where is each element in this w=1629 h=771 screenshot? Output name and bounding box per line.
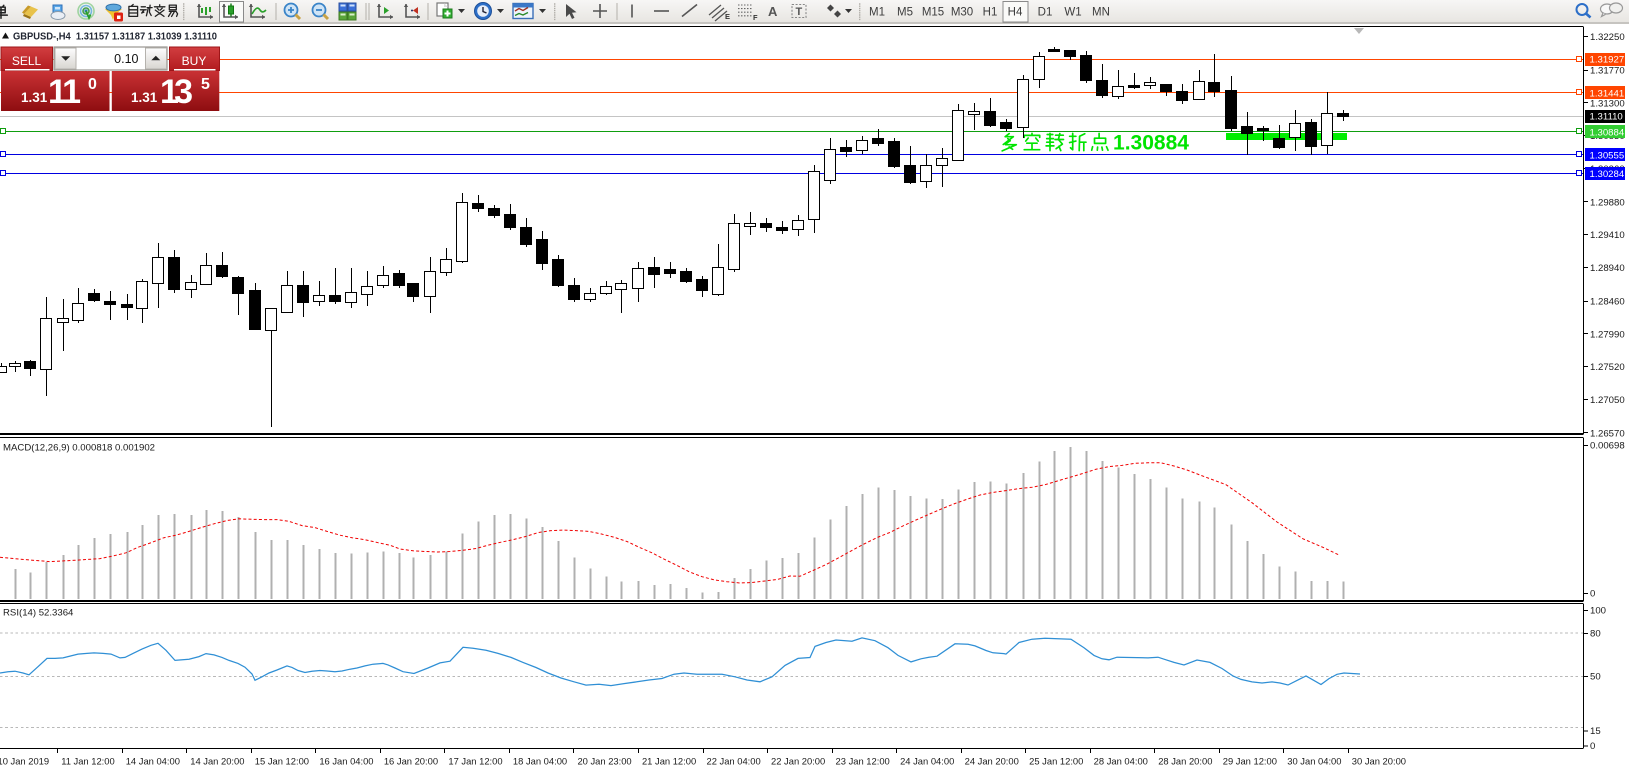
svg-text:1.27520: 1.27520 [1590, 362, 1625, 373]
svg-text:H4: H4 [1008, 7, 1023, 19]
svg-text:MN: MN [1092, 7, 1110, 19]
svg-text:5: 5 [201, 76, 210, 93]
svg-text:22 Jan 04:00: 22 Jan 04:00 [707, 756, 761, 767]
svg-text:29 Jan 12:00: 29 Jan 12:00 [1223, 756, 1277, 767]
svg-text:1.29410: 1.29410 [1590, 230, 1625, 241]
svg-text:D1: D1 [1038, 7, 1053, 19]
svg-text:1.31110: 1.31110 [1590, 112, 1623, 123]
svg-text:0.00698: 0.00698 [1590, 441, 1625, 452]
svg-text:15: 15 [1590, 726, 1601, 737]
svg-text:GBPUSD-,H4 1.31157 1.31187 1.: GBPUSD-,H4 1.31157 1.31187 1.31039 1.311… [13, 32, 218, 43]
svg-text:22 Jan 20:00: 22 Jan 20:00 [771, 756, 825, 767]
svg-text:1.29880: 1.29880 [1590, 197, 1625, 208]
svg-text:50: 50 [1590, 672, 1601, 683]
svg-text:0: 0 [1590, 589, 1595, 600]
svg-text:1.30555: 1.30555 [1590, 150, 1625, 161]
svg-text:M30: M30 [951, 7, 973, 19]
svg-text:M5: M5 [897, 7, 913, 19]
svg-text:80: 80 [1590, 629, 1601, 640]
svg-text:30 Jan 20:00: 30 Jan 20:00 [1352, 756, 1406, 767]
svg-text:20 Jan 23:00: 20 Jan 23:00 [577, 756, 631, 767]
svg-text:T: T [796, 6, 803, 18]
svg-text:1.30284: 1.30284 [1590, 169, 1625, 180]
svg-text:1.31300: 1.31300 [1590, 98, 1625, 109]
svg-text:17 Jan 12:00: 17 Jan 12:00 [448, 756, 502, 767]
svg-text:16 Jan 04:00: 16 Jan 04:00 [319, 756, 373, 767]
svg-text:0: 0 [88, 76, 97, 93]
svg-text:E: E [725, 12, 730, 21]
svg-text:18 Jan 04:00: 18 Jan 04:00 [513, 756, 567, 767]
svg-text:M1: M1 [869, 7, 885, 19]
svg-text:10 Jan 2019: 10 Jan 2019 [0, 756, 49, 767]
svg-text:1.28460: 1.28460 [1590, 297, 1625, 308]
svg-text:1.31770: 1.31770 [1590, 66, 1625, 77]
svg-text:1.31: 1.31 [21, 90, 48, 105]
svg-text:25 Jan 12:00: 25 Jan 12:00 [1029, 756, 1083, 767]
svg-text:14 Jan 20:00: 14 Jan 20:00 [190, 756, 244, 767]
svg-text:14 Jan 04:00: 14 Jan 04:00 [126, 756, 180, 767]
svg-text:28 Jan 04:00: 28 Jan 04:00 [1094, 756, 1148, 767]
svg-text:1.31441: 1.31441 [1590, 88, 1625, 99]
svg-text:BUY: BUY [182, 54, 207, 68]
svg-text:1.27050: 1.27050 [1590, 395, 1625, 406]
svg-text:F: F [753, 13, 758, 22]
svg-text:24 Jan 20:00: 24 Jan 20:00 [965, 756, 1019, 767]
svg-text:1.32250: 1.32250 [1590, 32, 1625, 43]
svg-text:1.28940: 1.28940 [1590, 263, 1625, 274]
svg-text:1.26570: 1.26570 [1590, 428, 1625, 439]
svg-text:23 Jan 12:00: 23 Jan 12:00 [836, 756, 890, 767]
svg-text:11 Jan 12:00: 11 Jan 12:00 [61, 756, 115, 767]
svg-text:30 Jan 04:00: 30 Jan 04:00 [1287, 756, 1341, 767]
svg-text:M15: M15 [922, 7, 944, 19]
svg-text:H1: H1 [983, 7, 998, 19]
svg-text:16 Jan 20:00: 16 Jan 20:00 [384, 756, 438, 767]
svg-text:1.30884: 1.30884 [1113, 131, 1189, 154]
svg-text:0: 0 [1590, 741, 1595, 752]
svg-text:13: 13 [160, 73, 193, 111]
svg-text:100: 100 [1590, 606, 1606, 617]
svg-text:1.27990: 1.27990 [1590, 329, 1625, 340]
svg-text:A: A [768, 4, 778, 19]
svg-text:0.10: 0.10 [114, 52, 138, 66]
svg-text:24 Jan 04:00: 24 Jan 04:00 [900, 756, 954, 767]
svg-text:SELL: SELL [12, 54, 42, 68]
svg-text:W1: W1 [1064, 7, 1081, 19]
svg-text:11: 11 [48, 73, 81, 111]
svg-text:MACD(12,26,9) 0.000818 0.00190: MACD(12,26,9) 0.000818 0.001902 [3, 443, 155, 454]
svg-text:1.31927: 1.31927 [1590, 55, 1625, 66]
svg-text:RSI(14) 52.3364: RSI(14) 52.3364 [3, 608, 74, 619]
svg-text:1.31: 1.31 [131, 90, 158, 105]
svg-text:21 Jan 12:00: 21 Jan 12:00 [642, 756, 696, 767]
svg-text:28 Jan 20:00: 28 Jan 20:00 [1158, 756, 1212, 767]
svg-text:1.30884: 1.30884 [1590, 127, 1625, 138]
svg-text:15 Jan 12:00: 15 Jan 12:00 [255, 756, 309, 767]
